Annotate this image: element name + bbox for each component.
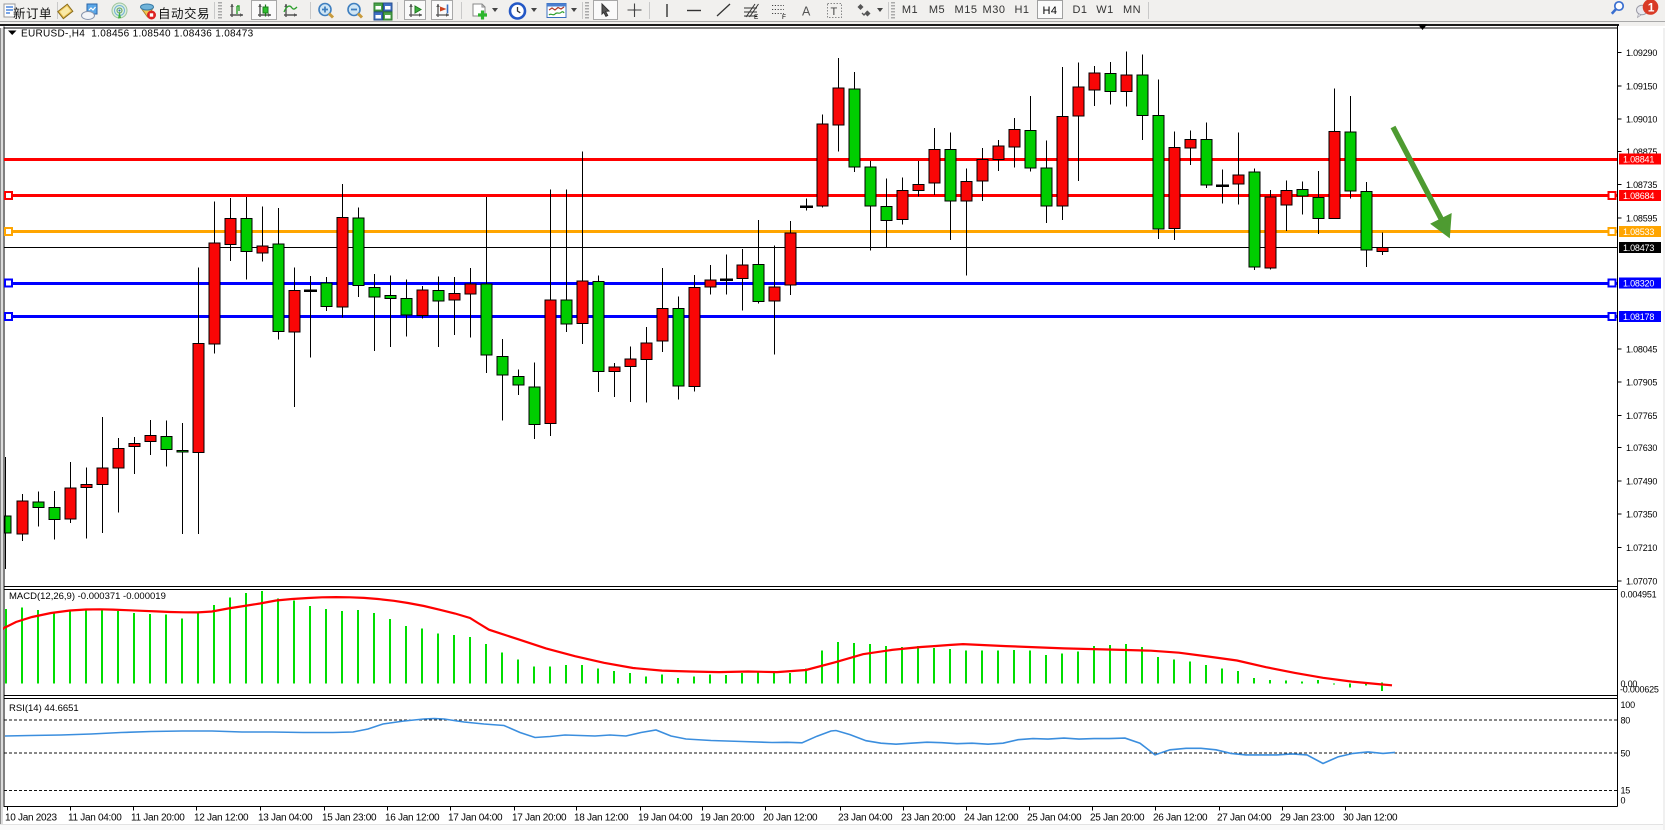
svg-text:1.07210: 1.07210	[1626, 543, 1657, 553]
svg-text:13 Jan 04:00: 13 Jan 04:00	[258, 813, 313, 824]
svg-text:1.07905: 1.07905	[1626, 378, 1657, 388]
svg-text:11 Jan 20:00: 11 Jan 20:00	[131, 813, 185, 824]
svg-text:1.09290: 1.09290	[1626, 48, 1657, 58]
svg-text:23 Jan 04:00: 23 Jan 04:00	[838, 813, 893, 824]
svg-text:0.00: 0.00	[1621, 679, 1638, 689]
svg-text:1: 1	[1648, 1, 1655, 15]
svg-text:80: 80	[1621, 716, 1631, 726]
svg-text:29 Jan 23:00: 29 Jan 23:00	[1280, 813, 1335, 824]
svg-text:11 Jan 04:00: 11 Jan 04:00	[68, 813, 122, 824]
svg-text:26 Jan 12:00: 26 Jan 12:00	[1153, 813, 1208, 824]
svg-text:50: 50	[1621, 749, 1631, 759]
svg-text:1.08473: 1.08473	[1623, 243, 1654, 253]
svg-text:19 Jan 04:00: 19 Jan 04:00	[638, 813, 693, 824]
svg-text:24 Jan 12:00: 24 Jan 12:00	[964, 813, 1019, 824]
svg-text:0.004951: 0.004951	[1621, 590, 1657, 600]
svg-text:EURUSD-,H4 1.08456 1.08540 1.: EURUSD-,H4 1.08456 1.08540 1.08436 1.084…	[21, 29, 254, 40]
svg-text:-0.000625: -0.000625	[1620, 685, 1659, 695]
svg-text:F: F	[782, 14, 786, 20]
svg-text:15: 15	[1621, 786, 1631, 796]
svg-text:T: T	[831, 6, 838, 18]
svg-text:1.08533: 1.08533	[1623, 227, 1654, 237]
svg-text:25 Jan 04:00: 25 Jan 04:00	[1027, 813, 1082, 824]
svg-text:A: A	[802, 5, 811, 19]
svg-text:15 Jan 23:00: 15 Jan 23:00	[322, 813, 377, 824]
svg-text:19 Jan 20:00: 19 Jan 20:00	[700, 813, 755, 824]
svg-text:1.08045: 1.08045	[1626, 344, 1657, 354]
svg-text:1.07765: 1.07765	[1626, 411, 1657, 421]
svg-text:1.08320: 1.08320	[1623, 279, 1654, 289]
svg-text:E: E	[754, 14, 759, 20]
svg-text:1.08841: 1.08841	[1623, 155, 1654, 165]
svg-text:17 Jan 04:00: 17 Jan 04:00	[448, 813, 503, 824]
svg-text:MACD(12,26,9) -0.000371 -0.000: MACD(12,26,9) -0.000371 -0.000019	[9, 591, 166, 602]
svg-text:20 Jan 12:00: 20 Jan 12:00	[763, 813, 818, 824]
svg-text:0: 0	[1621, 796, 1626, 806]
svg-text:1.08875: 1.08875	[1626, 147, 1657, 157]
svg-text:1.08178: 1.08178	[1623, 312, 1654, 322]
svg-text:27 Jan 04:00: 27 Jan 04:00	[1217, 813, 1272, 824]
svg-text:17 Jan 20:00: 17 Jan 20:00	[512, 813, 567, 824]
svg-text:18 Jan 12:00: 18 Jan 12:00	[574, 813, 629, 824]
svg-text:1.09150: 1.09150	[1626, 81, 1657, 91]
svg-text:1.07630: 1.07630	[1626, 443, 1657, 453]
svg-text:30 Jan 12:00: 30 Jan 12:00	[1343, 813, 1398, 824]
svg-text:100: 100	[1621, 700, 1636, 710]
svg-text:12 Jan 12:00: 12 Jan 12:00	[194, 813, 249, 824]
svg-text:23 Jan 20:00: 23 Jan 20:00	[901, 813, 956, 824]
svg-text:10 Jan 2023: 10 Jan 2023	[5, 813, 57, 824]
svg-text:1.07070: 1.07070	[1626, 576, 1657, 586]
svg-text:16 Jan 12:00: 16 Jan 12:00	[385, 813, 440, 824]
svg-text:1.07350: 1.07350	[1626, 510, 1657, 520]
svg-text:1.08735: 1.08735	[1626, 180, 1657, 190]
svg-text:1.09010: 1.09010	[1626, 115, 1657, 125]
svg-text:1.08684: 1.08684	[1623, 191, 1654, 201]
svg-text:1.08595: 1.08595	[1626, 214, 1657, 224]
svg-text:1.07490: 1.07490	[1626, 476, 1657, 486]
svg-text:25 Jan 20:00: 25 Jan 20:00	[1090, 813, 1145, 824]
svg-text:RSI(14) 44.6651: RSI(14) 44.6651	[9, 703, 79, 714]
